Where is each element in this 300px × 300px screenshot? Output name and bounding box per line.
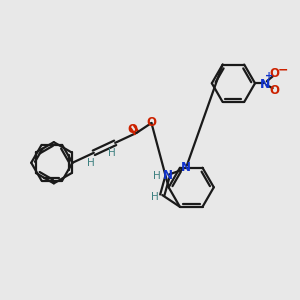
Text: O: O [270,67,280,80]
Text: +: + [265,71,273,81]
Text: −: − [277,63,288,76]
Text: O: O [270,84,280,97]
Text: O: O [128,123,137,136]
Text: N: N [260,78,270,91]
Text: H: H [151,192,158,202]
Text: H: H [108,148,116,158]
Text: N: N [163,169,173,182]
Text: O: O [146,116,157,130]
Text: N: N [181,161,191,174]
Text: H: H [154,171,161,182]
Text: H: H [87,158,95,168]
